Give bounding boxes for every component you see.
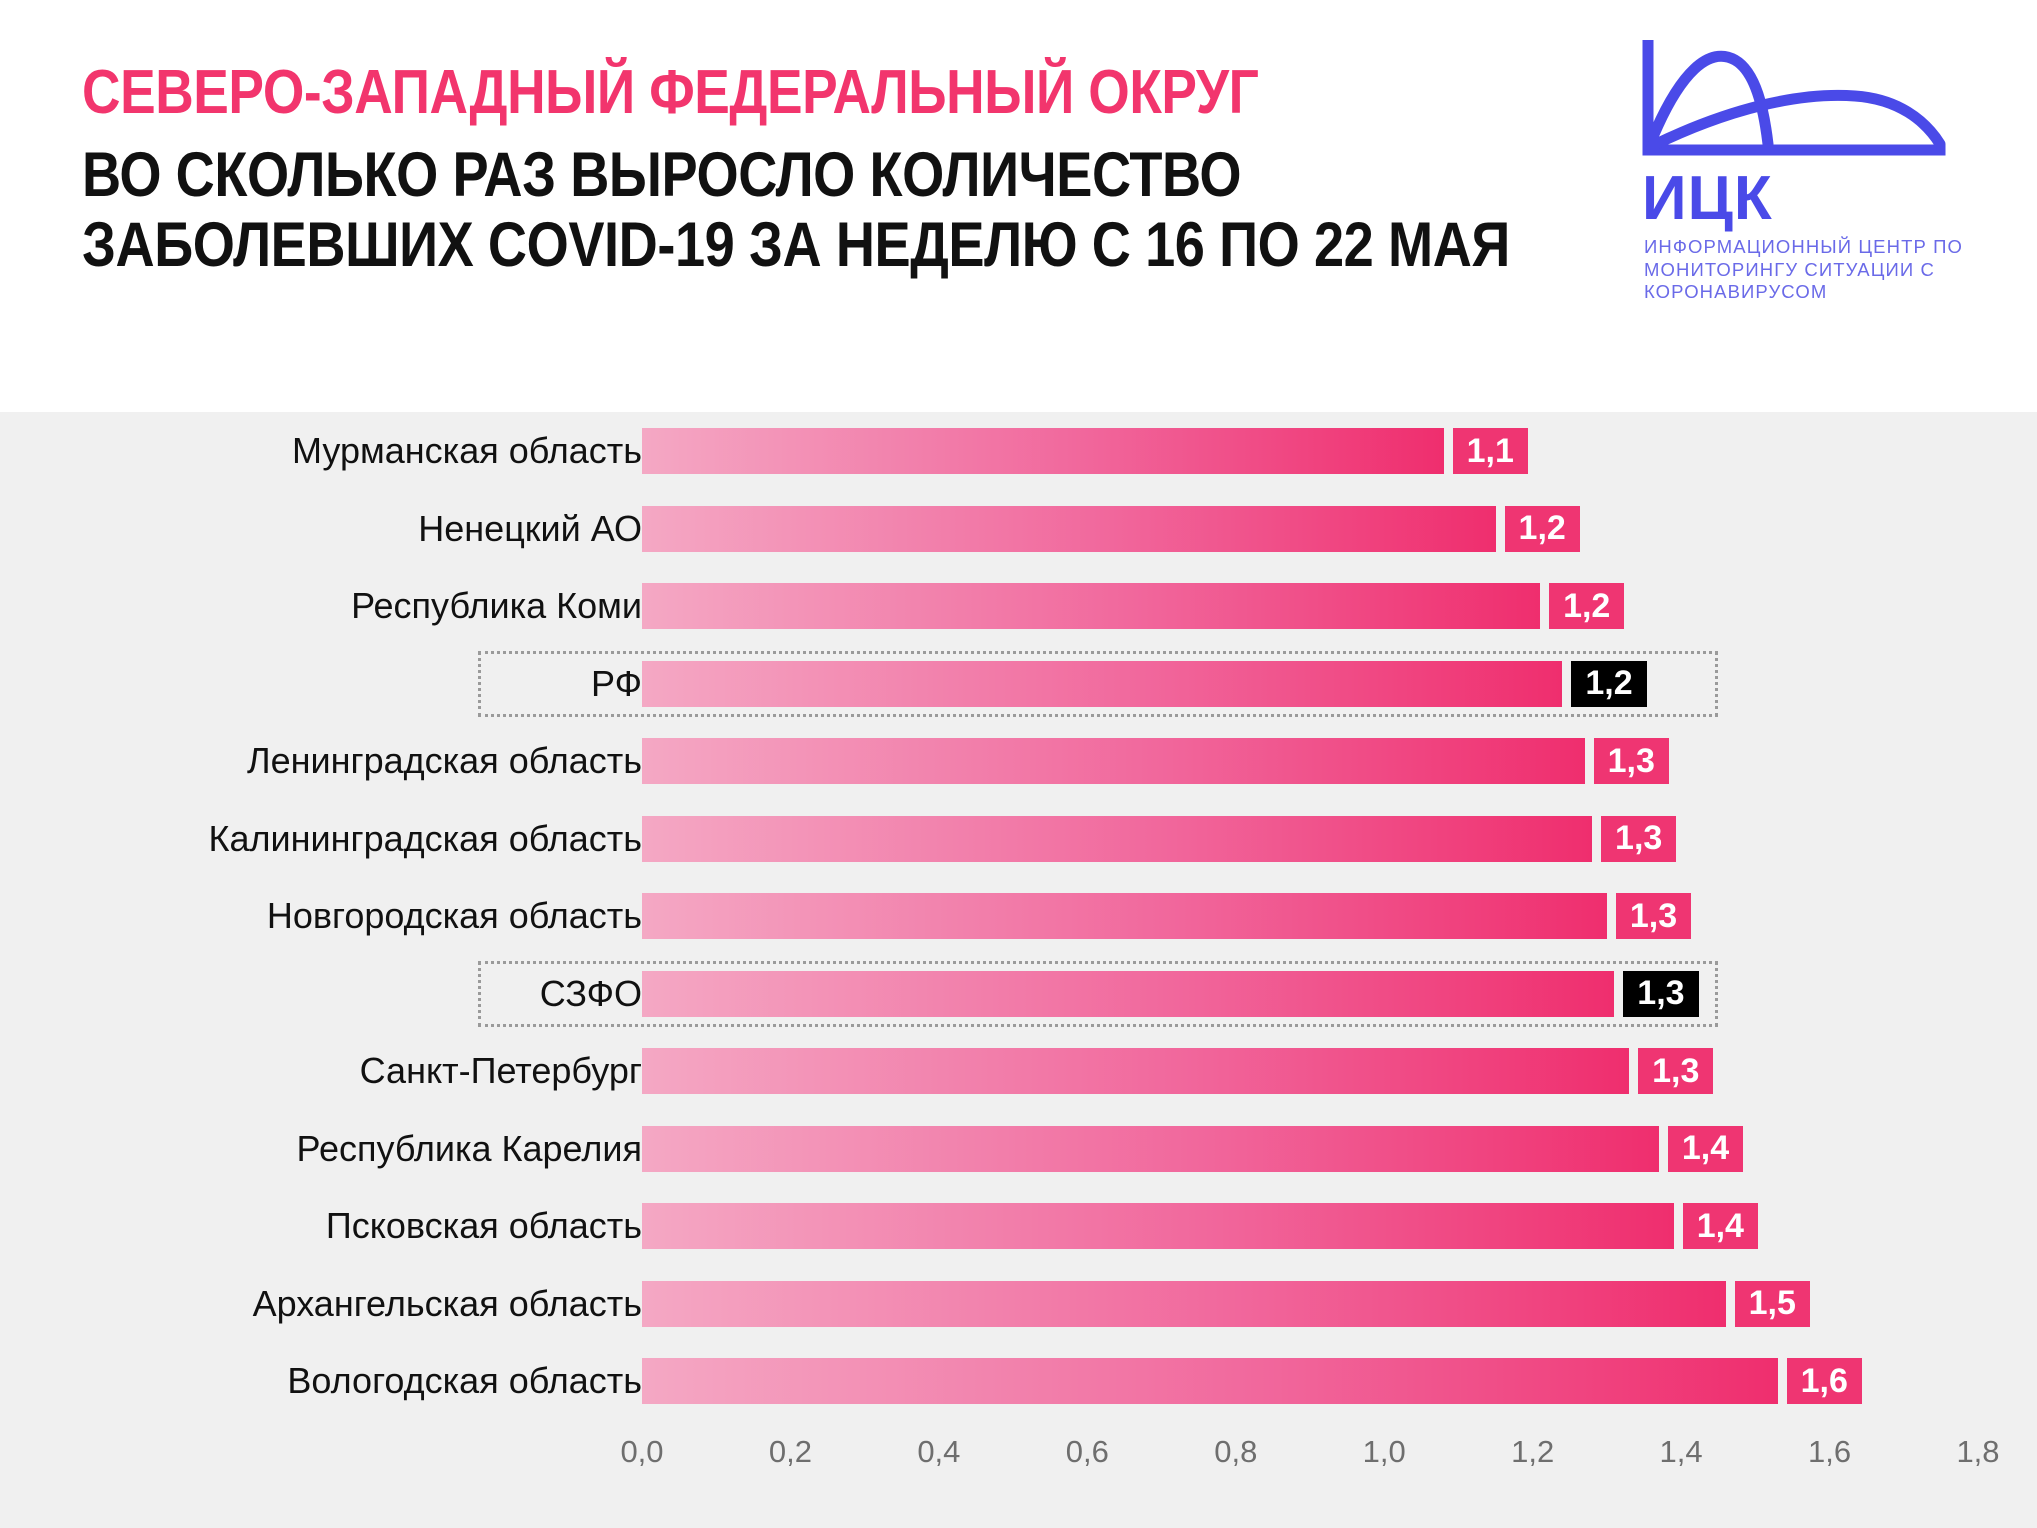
bar-value-label: 1,2: [1504, 505, 1580, 552]
chart-row: Ленинградская область 1,3: [0, 730, 2037, 792]
category-label: Ленинградская область: [246, 740, 642, 781]
bar-value-label: 1,1: [1452, 428, 1528, 474]
bar: [642, 1280, 1726, 1327]
category-label: РФ: [591, 662, 642, 704]
bar: [642, 738, 1585, 784]
chart-panel: Мурманская область 1,1 Ненецкий АО 1,2 Респу…: [0, 412, 2037, 1528]
chart-row: Республика Карелия 1,4: [0, 1118, 2037, 1180]
x-axis-tick: 0,6: [1065, 1434, 1109, 1469]
x-axis-tick: 1,4: [1659, 1434, 1703, 1469]
category-label: Новгородская область: [266, 895, 642, 936]
bar-value-label: 1,3: [1623, 970, 1699, 1017]
chart-row: СЗФО 1,3: [0, 960, 2037, 1027]
category-label: Мурманская область: [291, 430, 642, 471]
bar: [642, 1203, 1674, 1249]
category-label: Санкт-Петербург: [359, 1050, 642, 1091]
bar: [642, 583, 1541, 629]
bar: [642, 660, 1563, 707]
category-label: Архангельская область: [252, 1282, 642, 1324]
category-label: Республика Коми: [351, 585, 642, 626]
page-subtitle-line-1: ВО СКОЛЬКО РАЗ ВЫРОСЛО КОЛИЧЕСТВО: [82, 140, 1242, 210]
category-label: Вологодская область: [287, 1360, 642, 1401]
chart-row: Республика Коми 1,2: [0, 575, 2037, 637]
bar-value-label: 1,4: [1682, 1203, 1758, 1249]
chart-row: Ненецкий АО 1,2: [0, 498, 2037, 560]
bar: [642, 1048, 1630, 1094]
chart-row: Вологодская область 1,6: [0, 1350, 2037, 1412]
category-label: Псковская область: [325, 1205, 642, 1246]
bar: [642, 1358, 1778, 1404]
bar-value-label: 1,4: [1667, 1125, 1744, 1172]
bar-value-label: 1,2: [1549, 583, 1625, 629]
x-axis-tick: 0,8: [1214, 1434, 1258, 1469]
chart-row: Новгородская область 1,3: [0, 885, 2037, 947]
chart-row: Калининградская область 1,3: [0, 808, 2037, 870]
bar: [642, 1125, 1659, 1172]
chart-row: Мурманская область 1,1: [0, 420, 2037, 482]
bar: [642, 815, 1593, 862]
category-label: СЗФО: [539, 972, 642, 1014]
bar-value-label: 1,3: [1601, 815, 1677, 862]
title-block: СЕВЕРО-ЗАПАДНЫЙ ФЕДЕРАЛЬНЫЙ ОКРУГ ВО СКО…: [82, 58, 1562, 280]
bar-value-label: 1,2: [1571, 660, 1647, 707]
header: СЕВЕРО-ЗАПАДНЫЙ ФЕДЕРАЛЬНЫЙ ОКРУГ ВО СКО…: [0, 0, 2037, 412]
x-axis-tick: 1,6: [1807, 1434, 1852, 1469]
bar-value-label: 1,3: [1615, 893, 1692, 939]
bar-value-label: 1,6: [1786, 1358, 1862, 1404]
x-axis-tick: 1,2: [1511, 1434, 1555, 1469]
bar: [642, 893, 1607, 939]
logo: ИЦК ИНФОРМАЦИОННЫЙ ЦЕНТР ПО МОНИТОРИНГУ …: [1640, 40, 1980, 302]
page-title-region: СЕВЕРО-ЗАПАДНЫЙ ФЕДЕРАЛЬНЫЙ ОКРУГ: [82, 58, 1259, 127]
x-axis-tick: 1,8: [1956, 1434, 2000, 1469]
x-axis: 0,0 0,2 0,4 0,6 0,8 1,0 1,2 1,4 1,6 1,8: [0, 1434, 2037, 1494]
x-axis-tick: 1,0: [1362, 1434, 1406, 1469]
bar-chart: Мурманская область 1,1 Ненецкий АО 1,2 Респу…: [0, 412, 2037, 1528]
chart-row: Санкт-Петербург 1,3: [0, 1040, 2037, 1102]
chart-row: Псковская область 1,4: [0, 1195, 2037, 1257]
bar-value-label: 1,3: [1638, 1048, 1714, 1094]
bar: [642, 428, 1444, 474]
category-label: Калининградская область: [208, 817, 642, 859]
logo-abbreviation: ИЦК: [1642, 164, 1773, 233]
chart-row: Архангельская область 1,5: [0, 1273, 2037, 1335]
epidemic-curve-icon: [1642, 40, 1946, 156]
chart-row: РФ 1,2: [0, 650, 2037, 717]
category-label: Ненецкий АО: [418, 507, 642, 549]
bar-value-label: 1,3: [1593, 738, 1669, 784]
category-label: Республика Карелия: [296, 1127, 642, 1169]
logo-tagline: ИНФОРМАЦИОННЫЙ ЦЕНТР ПО МОНИТОРИНГУ СИТУ…: [1644, 236, 1964, 302]
bar-value-label: 1,5: [1734, 1280, 1810, 1327]
bar: [642, 505, 1496, 552]
bar: [642, 970, 1615, 1017]
page-subtitle-line-2: ЗАБОЛЕВШИХ COVID-19 ЗА НЕДЕЛЮ С 16 ПО 22…: [82, 210, 1510, 280]
x-axis-tick: 0,0: [620, 1434, 664, 1469]
x-axis-tick: 0,4: [917, 1434, 961, 1469]
x-axis-tick: 0,2: [768, 1434, 812, 1469]
